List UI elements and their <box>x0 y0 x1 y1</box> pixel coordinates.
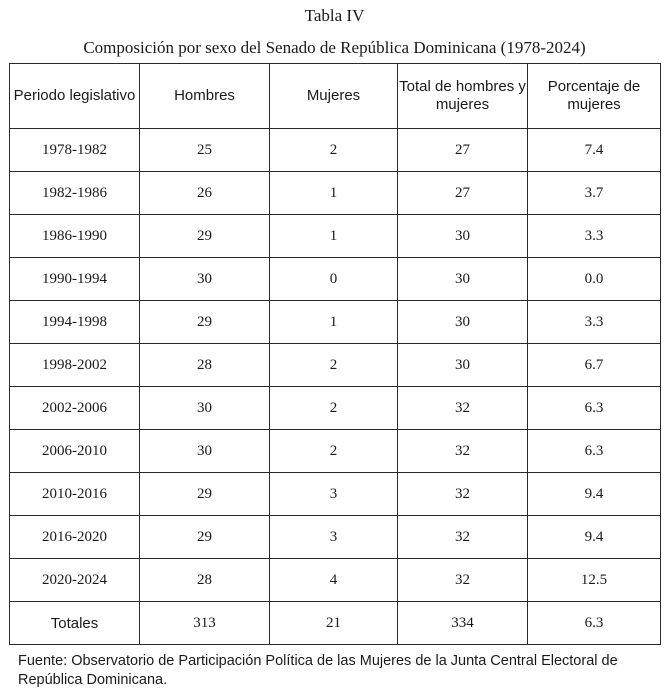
cell-mujeres: 3 <box>269 472 398 516</box>
cell-total: 27 <box>397 128 528 172</box>
cell-hombres: 28 <box>139 558 270 602</box>
cell-periodo: 1978-1982 <box>9 128 140 172</box>
totals-mujeres: 21 <box>269 601 398 645</box>
cell-hombres: 30 <box>139 429 270 473</box>
column-header-mujeres: Mujeres <box>269 63 398 129</box>
cell-porcentaje: 9.4 <box>527 515 661 559</box>
cell-porcentaje: 0.0 <box>527 257 661 301</box>
cell-total: 30 <box>397 300 528 344</box>
table-row: 2010-2016 29 3 32 9.4 <box>9 472 661 516</box>
table-row: 2006-2010 30 2 32 6.3 <box>9 429 661 473</box>
cell-total: 32 <box>397 558 528 602</box>
cell-periodo: 1986-1990 <box>9 214 140 258</box>
cell-porcentaje: 9.4 <box>527 472 661 516</box>
cell-mujeres: 3 <box>269 515 398 559</box>
cell-total: 30 <box>397 257 528 301</box>
table-row: 1994-1998 29 1 30 3.3 <box>9 300 661 344</box>
cell-total: 32 <box>397 386 528 430</box>
totals-total: 334 <box>397 601 528 645</box>
column-header-total: Total de hombres y mujeres <box>397 63 528 129</box>
table-header-row: Periodo legislativo Hombres Mujeres Tota… <box>9 63 661 129</box>
cell-mujeres: 2 <box>269 386 398 430</box>
totals-porcentaje: 6.3 <box>527 601 661 645</box>
senate-composition-table: Periodo legislativo Hombres Mujeres Tota… <box>9 63 661 645</box>
cell-mujeres: 1 <box>269 214 398 258</box>
cell-total: 27 <box>397 171 528 215</box>
cell-porcentaje: 3.3 <box>527 300 661 344</box>
cell-hombres: 30 <box>139 257 270 301</box>
table-row: 1978-1982 25 2 27 7.4 <box>9 128 661 172</box>
table-row: 1998-2002 28 2 30 6.7 <box>9 343 661 387</box>
cell-mujeres: 1 <box>269 171 398 215</box>
column-header-periodo: Periodo legislativo <box>9 63 140 129</box>
cell-mujeres: 2 <box>269 128 398 172</box>
cell-hombres: 29 <box>139 214 270 258</box>
table-row: 1986-1990 29 1 30 3.3 <box>9 214 661 258</box>
cell-periodo: 2006-2010 <box>9 429 140 473</box>
totals-row: Totales 313 21 334 6.3 <box>9 601 661 645</box>
cell-porcentaje: 3.7 <box>527 171 661 215</box>
table-row: 1982-1986 26 1 27 3.7 <box>9 171 661 215</box>
table-row: 2002-2006 30 2 32 6.3 <box>9 386 661 430</box>
cell-mujeres: 2 <box>269 343 398 387</box>
column-header-hombres: Hombres <box>139 63 270 129</box>
cell-porcentaje: 6.3 <box>527 429 661 473</box>
table-row: 2016-2020 29 3 32 9.4 <box>9 515 661 559</box>
cell-porcentaje: 6.7 <box>527 343 661 387</box>
cell-mujeres: 2 <box>269 429 398 473</box>
cell-total: 32 <box>397 515 528 559</box>
cell-hombres: 29 <box>139 472 270 516</box>
cell-porcentaje: 7.4 <box>527 128 661 172</box>
cell-periodo: 2010-2016 <box>9 472 140 516</box>
cell-periodo: 2020-2024 <box>9 558 140 602</box>
cell-porcentaje: 6.3 <box>527 386 661 430</box>
cell-periodo: 2016-2020 <box>9 515 140 559</box>
cell-periodo: 1994-1998 <box>9 300 140 344</box>
cell-periodo: 1990-1994 <box>9 257 140 301</box>
cell-porcentaje: 12.5 <box>527 558 661 602</box>
cell-hombres: 30 <box>139 386 270 430</box>
cell-total: 32 <box>397 472 528 516</box>
cell-mujeres: 0 <box>269 257 398 301</box>
table-subtitle: Composición por sexo del Senado de Repúb… <box>83 38 586 57</box>
table-row: 1990-1994 30 0 30 0.0 <box>9 257 661 301</box>
cell-total: 30 <box>397 343 528 387</box>
totals-hombres: 313 <box>139 601 270 645</box>
cell-hombres: 29 <box>139 300 270 344</box>
table-row: 2020-2024 28 4 32 12.5 <box>9 558 661 602</box>
totals-label: Totales <box>9 601 140 645</box>
cell-periodo: 2002-2006 <box>9 386 140 430</box>
cell-hombres: 28 <box>139 343 270 387</box>
cell-periodo: 1982-1986 <box>9 171 140 215</box>
cell-mujeres: 1 <box>269 300 398 344</box>
cell-periodo: 1998-2002 <box>9 343 140 387</box>
cell-total: 30 <box>397 214 528 258</box>
cell-hombres: 29 <box>139 515 270 559</box>
cell-hombres: 26 <box>139 171 270 215</box>
cell-hombres: 25 <box>139 128 270 172</box>
column-header-porcentaje: Porcentaje de mujeres <box>527 63 661 129</box>
cell-total: 32 <box>397 429 528 473</box>
cell-mujeres: 4 <box>269 558 398 602</box>
table-title: Tabla IV <box>304 6 365 25</box>
cell-porcentaje: 3.3 <box>527 214 661 258</box>
source-note: Fuente: Observatorio de Participación Po… <box>18 653 618 688</box>
